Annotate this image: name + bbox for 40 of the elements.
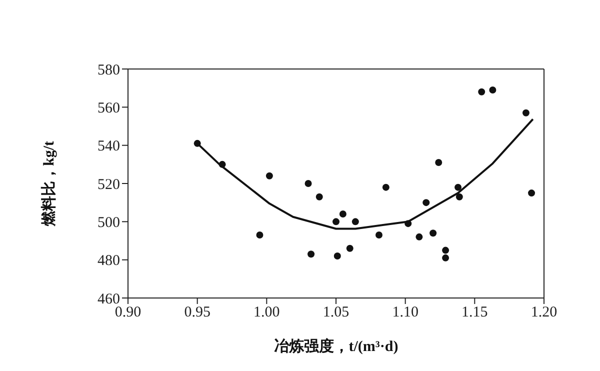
y-axis-title: 燃料比，kg/t	[40, 140, 58, 228]
x-axis-title: 冶炼强度，t/(m³·d)	[274, 337, 398, 355]
point	[304, 180, 312, 187]
point	[339, 210, 346, 218]
point	[266, 172, 273, 180]
point	[522, 109, 530, 116]
x-tick-label: 1.10	[392, 304, 418, 321]
point	[489, 86, 496, 94]
point	[352, 218, 359, 226]
x-tick-label: 1.20	[530, 304, 558, 321]
point	[456, 193, 463, 200]
x-tick-label: 1.05	[322, 304, 350, 321]
point	[346, 244, 354, 252]
y-tick-label: 560	[98, 100, 120, 116]
point	[256, 232, 264, 239]
y-tick-label: 500	[98, 214, 120, 231]
y-tick-label: 540	[98, 138, 120, 155]
point	[308, 250, 315, 258]
point	[478, 88, 486, 96]
y-tick-label: 580	[98, 62, 120, 78]
point	[454, 184, 462, 191]
point	[375, 232, 382, 239]
point	[316, 193, 323, 200]
point	[435, 159, 442, 166]
point	[430, 230, 437, 237]
point	[332, 218, 340, 226]
x-tick-label: 0.90	[114, 304, 142, 321]
point	[416, 233, 423, 240]
y-tick-label: 520	[98, 176, 120, 193]
x-tick-label: 1.15	[462, 304, 488, 321]
x-tick-label: 0.95	[184, 304, 210, 321]
point	[442, 246, 450, 254]
point	[528, 190, 536, 197]
point	[422, 199, 430, 206]
y-tick-label: 480	[98, 253, 120, 270]
y-tick-label: 460	[98, 291, 120, 308]
point	[334, 252, 341, 260]
point	[382, 184, 390, 191]
x-tick-label: 1.00	[254, 304, 280, 321]
point	[442, 254, 450, 262]
